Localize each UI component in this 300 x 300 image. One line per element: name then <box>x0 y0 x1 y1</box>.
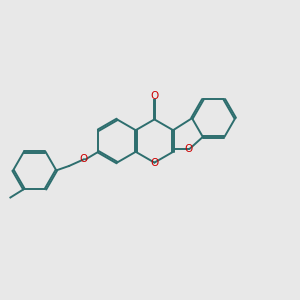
Text: O: O <box>184 144 193 154</box>
Text: O: O <box>80 154 88 164</box>
Text: O: O <box>150 91 158 101</box>
Text: O: O <box>150 158 158 168</box>
